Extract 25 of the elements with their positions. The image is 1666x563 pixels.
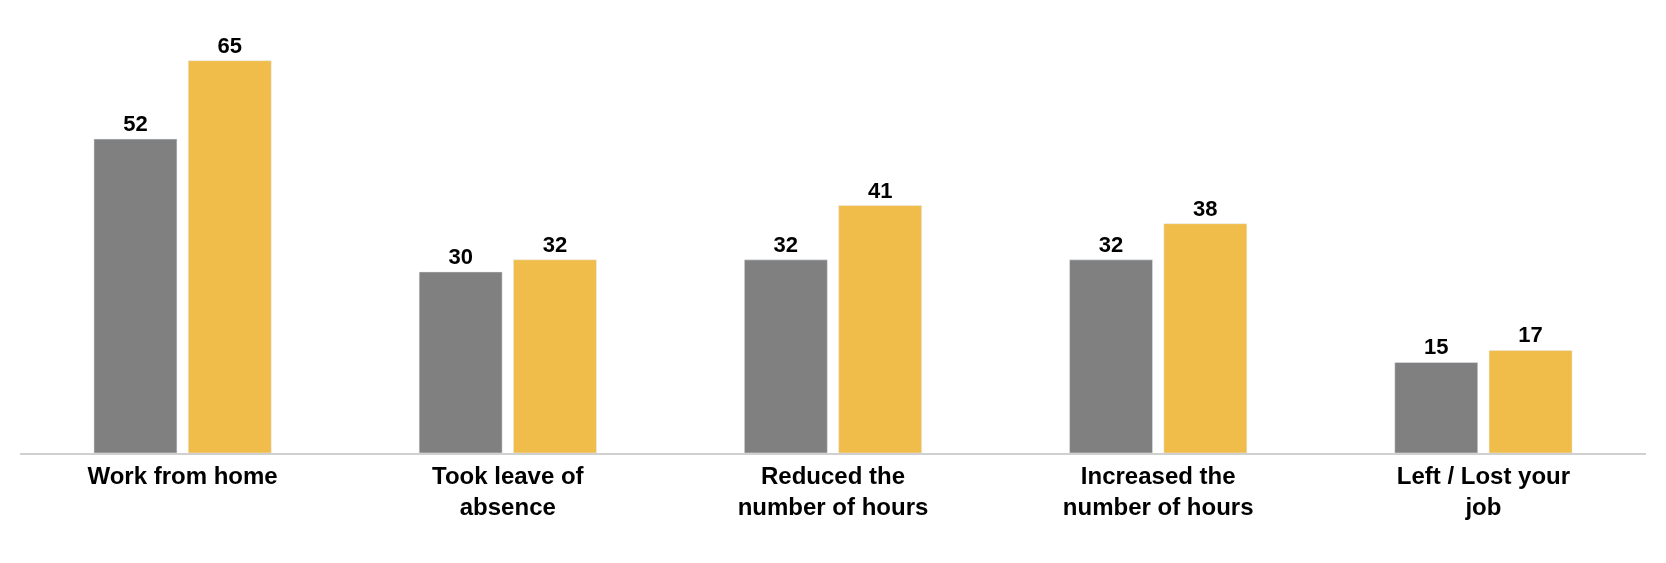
bar xyxy=(93,138,178,453)
data-label: 30 xyxy=(448,243,473,269)
bar xyxy=(838,205,922,453)
bar xyxy=(188,60,272,453)
data-label: 17 xyxy=(1518,322,1543,348)
x-tick-label: Increased the number of hours xyxy=(1062,461,1254,520)
data-label: 41 xyxy=(867,177,893,203)
x-tick-label: Took leave of absence xyxy=(432,461,585,520)
bar xyxy=(744,259,828,453)
data-label: 32 xyxy=(1098,231,1124,257)
x-tick-label: Left / Lost your job xyxy=(1396,461,1571,520)
data-label: 32 xyxy=(773,231,799,257)
bar xyxy=(1069,259,1153,453)
bar xyxy=(1163,223,1248,453)
data-label: 15 xyxy=(1424,334,1449,360)
data-label: 38 xyxy=(1193,195,1218,221)
bar xyxy=(1488,350,1573,453)
data-label: 65 xyxy=(217,32,242,58)
data-label: 32 xyxy=(542,231,568,257)
bar xyxy=(418,271,503,453)
data-label: 52 xyxy=(123,111,148,137)
bar xyxy=(513,259,597,453)
x-tick-label: Work from home xyxy=(87,461,278,489)
bar xyxy=(1394,362,1478,453)
x-tick-label: Reduced the number of hours xyxy=(737,461,929,520)
